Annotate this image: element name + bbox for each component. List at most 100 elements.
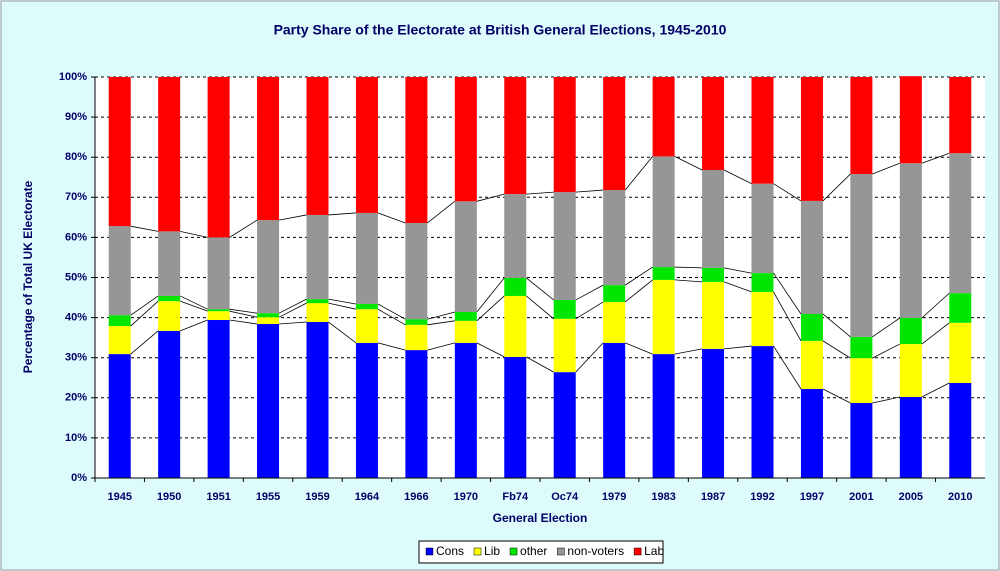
bar-segment <box>306 322 329 478</box>
series-line <box>575 301 604 320</box>
bar-segment <box>800 77 823 201</box>
bar-segment <box>158 295 181 302</box>
series-line <box>179 295 208 310</box>
legend-box <box>418 540 664 564</box>
bar-segment <box>702 281 725 349</box>
bar-segment <box>158 77 181 232</box>
series-line <box>328 321 357 344</box>
bar-segment <box>751 291 774 347</box>
y-tick-label: 90% <box>65 111 87 123</box>
bar-segment <box>454 320 477 343</box>
legend-label: non-voters <box>567 544 624 558</box>
y-axis-label: Percentage of Total UK Electorate <box>21 180 35 373</box>
series-line <box>130 330 159 355</box>
bar-segment <box>108 315 131 327</box>
x-tick-label: 1979 <box>602 491 626 503</box>
legend-swatch <box>509 547 518 556</box>
bar-segment <box>454 342 477 478</box>
bar-segment <box>158 301 181 331</box>
bar-segment <box>257 77 280 221</box>
bar-segment <box>899 163 922 319</box>
bar-segment <box>108 326 131 355</box>
bar-segment <box>207 77 230 238</box>
series-line <box>773 272 802 315</box>
bar-segment <box>949 382 972 478</box>
series-line <box>822 388 851 404</box>
x-tick-label: 1955 <box>256 491 280 503</box>
series-line <box>377 303 406 320</box>
series-line <box>526 277 554 301</box>
x-tick-label: 1964 <box>355 491 380 503</box>
series-line <box>229 310 258 318</box>
series-line <box>476 277 505 313</box>
legend-swatch <box>473 547 482 556</box>
y-tick-label: 50% <box>65 271 87 283</box>
y-tick-label: 10% <box>65 432 87 444</box>
series-line <box>773 345 802 390</box>
bar-segment <box>603 342 626 478</box>
bar-segment <box>108 354 131 478</box>
legend-label: Cons <box>436 544 464 558</box>
y-tick-label: 80% <box>65 151 87 163</box>
bar-segment <box>207 311 230 321</box>
bar-segment <box>553 299 576 319</box>
series-line <box>723 267 752 274</box>
series-line <box>180 230 208 238</box>
series-line <box>921 382 950 398</box>
bar-segment <box>949 322 972 383</box>
x-tick-label: 1997 <box>800 491 824 503</box>
series-line <box>476 295 505 322</box>
series-line <box>674 279 703 283</box>
series-line <box>921 152 950 164</box>
bar-segment <box>553 192 576 300</box>
bar-segment <box>603 301 626 343</box>
series-line <box>427 342 455 351</box>
series-line <box>180 319 208 332</box>
bar-segment <box>800 200 823 314</box>
series-line <box>130 300 159 327</box>
series-line <box>723 281 752 293</box>
series-line <box>377 342 406 351</box>
series-line <box>624 279 653 303</box>
series-line <box>526 191 554 195</box>
bar-segment <box>454 201 477 312</box>
bar-segment <box>850 403 873 478</box>
bar-segment <box>751 346 774 478</box>
y-tick-label: 0% <box>71 472 87 484</box>
bar-segment <box>850 174 873 337</box>
series-line <box>575 342 604 373</box>
series-line <box>625 342 653 355</box>
bar-segment <box>603 77 626 191</box>
series-line <box>624 156 653 191</box>
bar-segment <box>454 77 477 202</box>
y-tick-label: 70% <box>65 191 87 203</box>
series-line <box>526 356 554 373</box>
x-tick-label: 2001 <box>849 491 873 503</box>
series-line <box>229 219 258 238</box>
bar-segment <box>405 222 428 320</box>
series-line <box>822 340 851 359</box>
series-line <box>822 313 851 338</box>
series-line <box>328 212 356 216</box>
series-line <box>526 295 554 320</box>
series-line <box>674 156 703 171</box>
bar-segment <box>603 190 626 286</box>
x-tick-label: Fb74 <box>502 491 529 503</box>
series-line <box>377 212 406 224</box>
bar-segment <box>553 318 576 373</box>
bar-segment <box>108 226 131 316</box>
x-axis-label: General Election <box>493 511 588 525</box>
bar-segment <box>355 342 378 478</box>
series-line <box>427 311 455 320</box>
series-line <box>872 317 901 338</box>
bar-segment <box>257 317 280 325</box>
bar-segment <box>850 358 873 404</box>
y-tick-label: 60% <box>65 231 87 243</box>
x-tick-label: 1951 <box>206 491 230 503</box>
x-tick-label: 1959 <box>305 491 329 503</box>
bar-segment <box>454 311 477 321</box>
bar-segment <box>158 330 181 478</box>
legend-label: Lib <box>484 544 500 558</box>
bar-segment <box>257 324 280 478</box>
